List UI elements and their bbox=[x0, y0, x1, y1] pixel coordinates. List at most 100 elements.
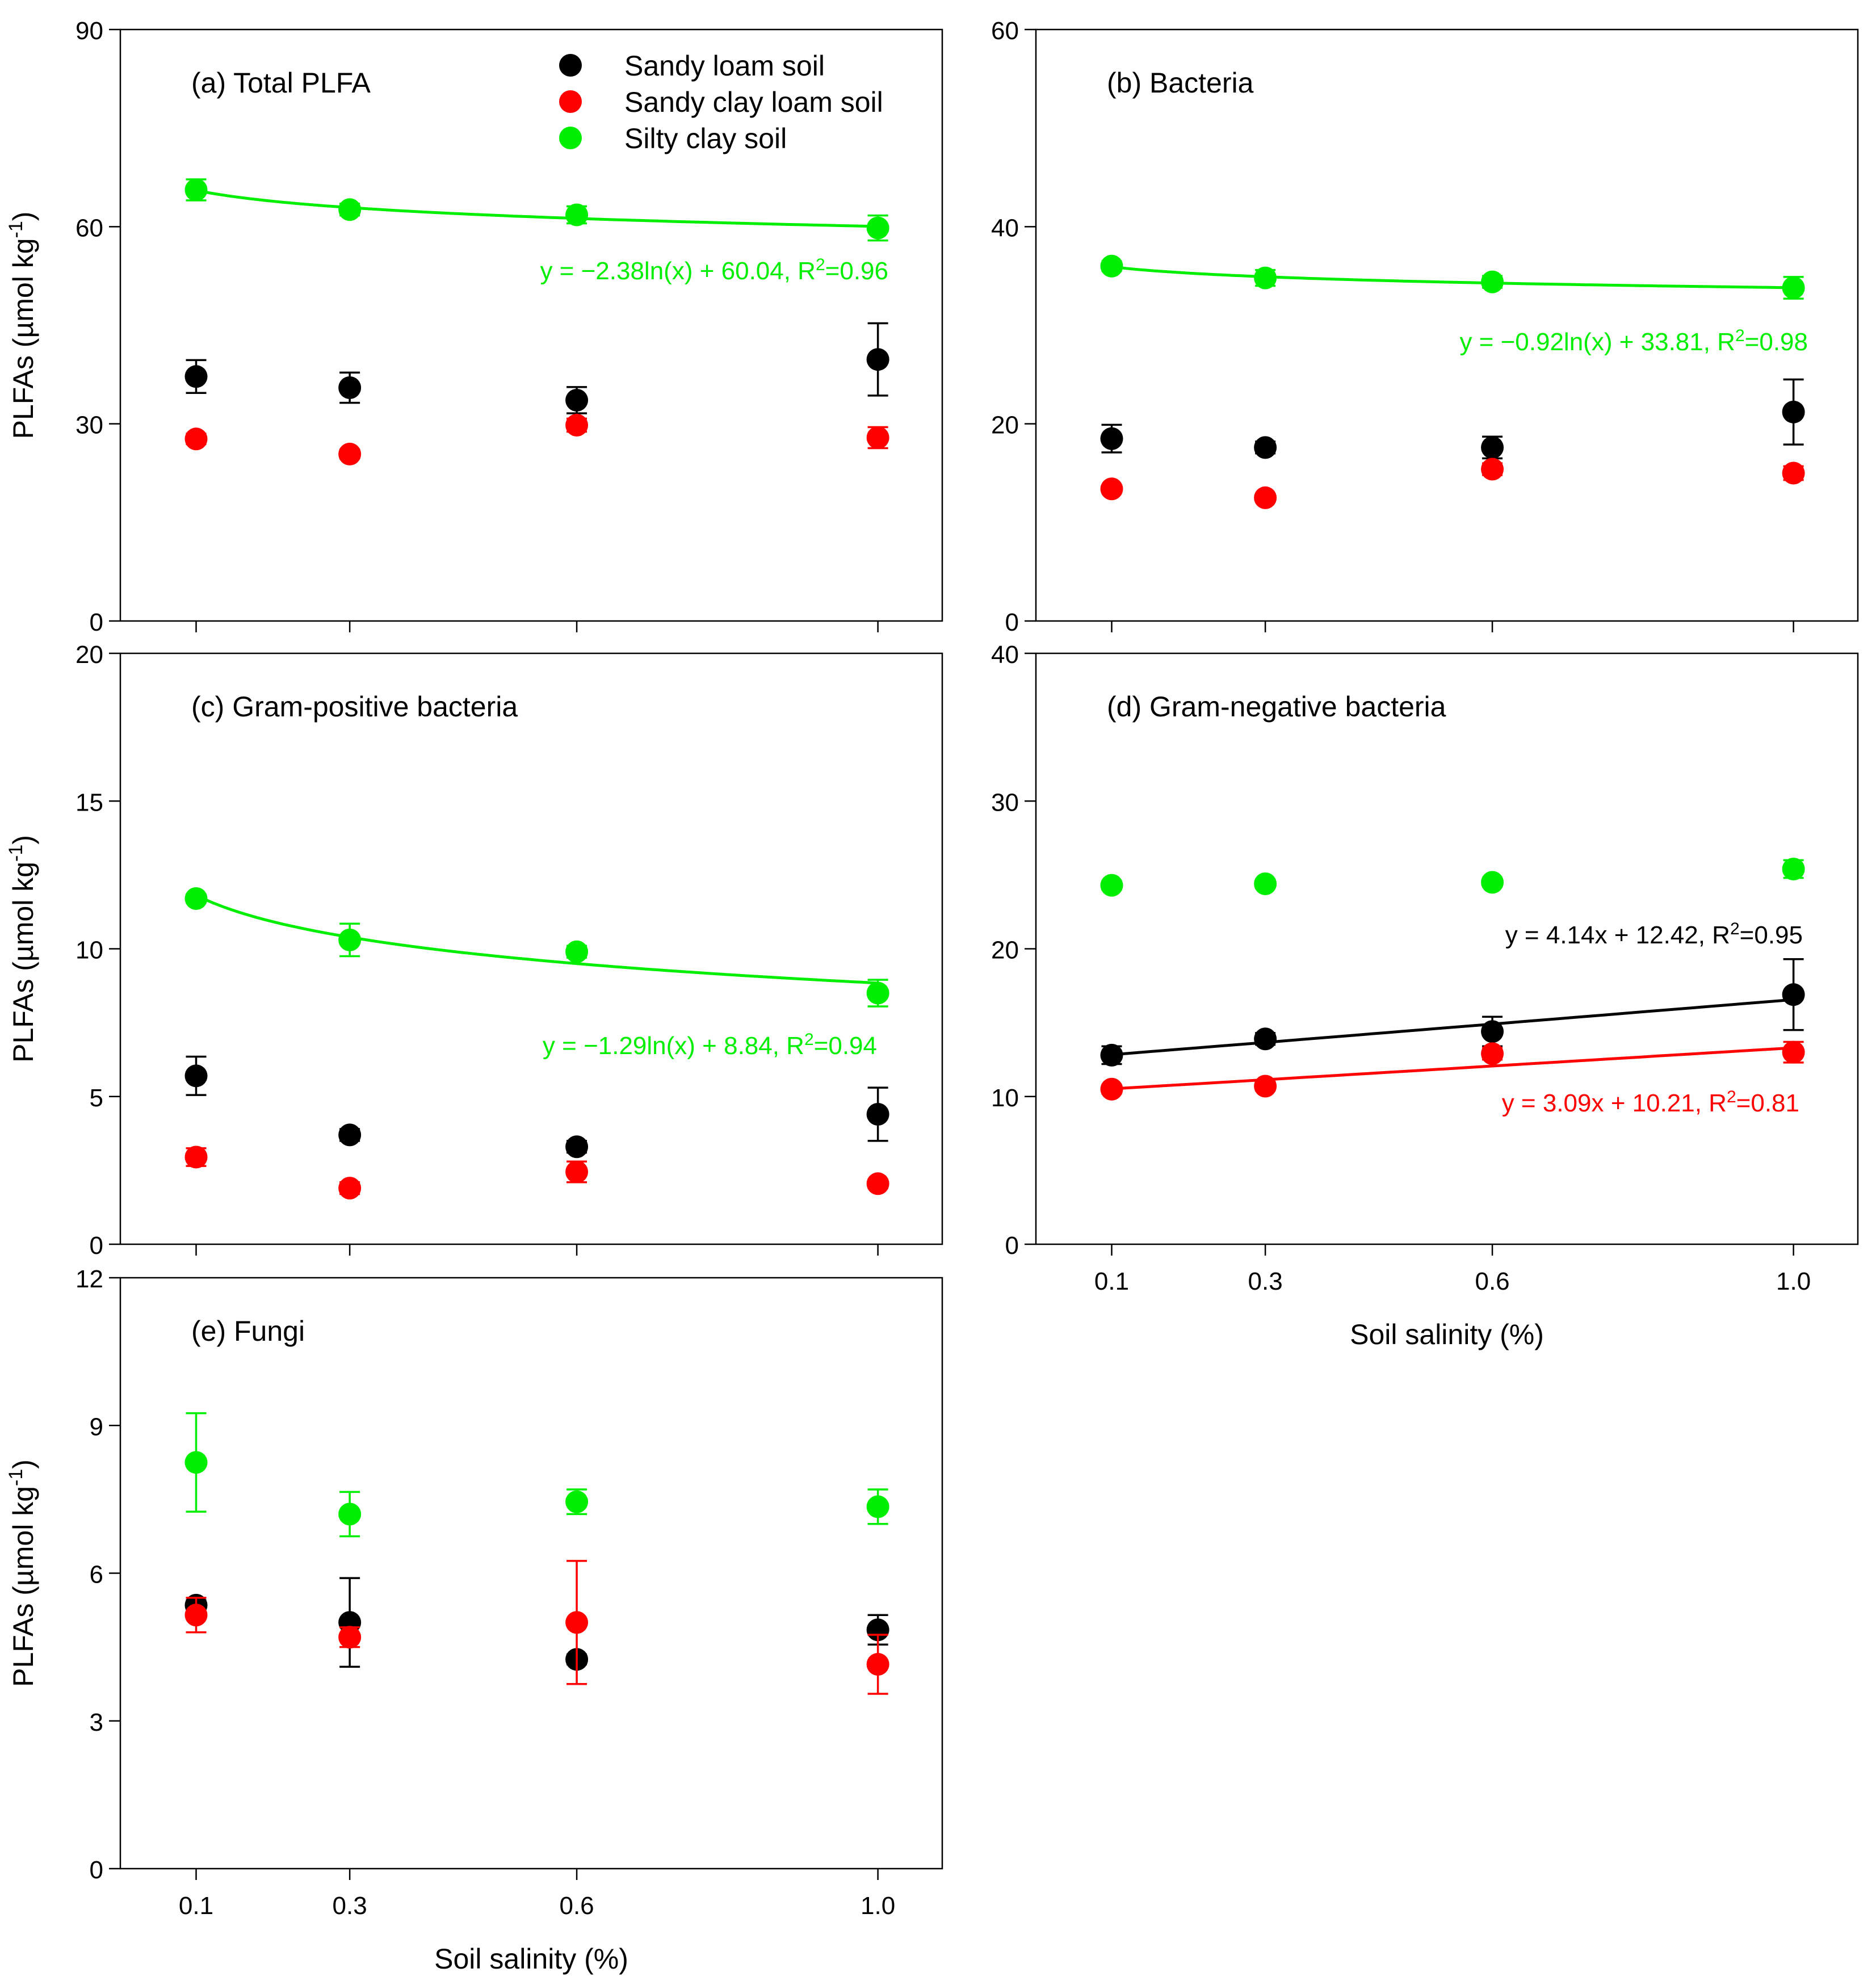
ytick-label-d: 40 bbox=[991, 641, 1019, 669]
data-point-d-0 bbox=[1782, 983, 1805, 1006]
data-point-a-1 bbox=[338, 442, 362, 465]
x-axis-label-e: Soil salinity (%) bbox=[434, 1943, 628, 1975]
data-point-c-0 bbox=[338, 1123, 362, 1147]
data-point-b-2 bbox=[1254, 266, 1277, 289]
data-point-c-1 bbox=[338, 1177, 362, 1200]
legend-marker bbox=[559, 127, 582, 149]
data-point-d-0 bbox=[1254, 1027, 1277, 1051]
data-point-e-1 bbox=[565, 1611, 589, 1634]
fit-equation-d-1: y = 3.09x + 10.21, R2=0.81 bbox=[1502, 1088, 1799, 1118]
ytick-label-b: 60 bbox=[991, 17, 1019, 45]
data-point-d-0 bbox=[1100, 1043, 1123, 1067]
legend-label: Sandy clay loam soil bbox=[624, 86, 883, 118]
data-point-e-2 bbox=[338, 1503, 362, 1526]
ytick-label-d: 10 bbox=[991, 1084, 1019, 1112]
data-point-d-2 bbox=[1782, 857, 1805, 880]
legend-label: Silty clay soil bbox=[624, 123, 787, 154]
panel-d: 0 10 20 30 40 0.1 0.3 0.6 1.0 Soil salinity (%) (d… bbox=[991, 641, 1859, 1350]
plot-frame-b bbox=[1035, 28, 1859, 622]
fit-equation-d-0: y = 4.14x + 12.42, R2=0.95 bbox=[1505, 920, 1803, 950]
data-point-c-2 bbox=[338, 928, 362, 951]
xtick-label-e: 0.6 bbox=[559, 1892, 594, 1920]
panel-a: 0 30 60 90 PLFAs (µmol kg-1) (a) Total PLFA y … bbox=[5, 17, 943, 636]
data-point-d-1 bbox=[1254, 1075, 1277, 1098]
data-point-b-0 bbox=[1254, 436, 1277, 459]
ytick-label-e: 0 bbox=[90, 1856, 103, 1884]
fit-line-d-1 bbox=[1111, 1046, 1794, 1090]
data-point-b-0 bbox=[1782, 400, 1805, 423]
fit-line-a-0 bbox=[196, 188, 878, 228]
data-point-b-1 bbox=[1782, 461, 1805, 485]
data-point-d-2 bbox=[1481, 871, 1504, 894]
data-point-a-0 bbox=[565, 388, 589, 412]
data-point-c-2 bbox=[184, 887, 208, 910]
ytick-label-b: 0 bbox=[1005, 608, 1019, 636]
data-point-a-1 bbox=[565, 413, 589, 437]
fit-equation-a-0: y = −2.38ln(x) + 60.04, R2=0.96 bbox=[540, 255, 888, 286]
xtick-label-d: 1.0 bbox=[1776, 1268, 1811, 1295]
data-point-e-1 bbox=[866, 1652, 889, 1676]
ytick-label-e: 9 bbox=[90, 1413, 103, 1441]
panel-title-b: (b) Bacteria bbox=[1107, 67, 1254, 99]
ytick-label-a: 60 bbox=[75, 214, 103, 242]
data-point-d-0 bbox=[1481, 1020, 1504, 1043]
ytick-label-e: 3 bbox=[90, 1709, 103, 1736]
panel-title-a: (a) Total PLFA bbox=[191, 67, 371, 99]
data-point-a-2 bbox=[338, 198, 362, 221]
data-point-c-1 bbox=[866, 1172, 889, 1195]
legend-marker bbox=[559, 54, 582, 77]
data-point-b-1 bbox=[1254, 486, 1277, 509]
ytick-label-d: 0 bbox=[1005, 1232, 1019, 1260]
panel-e: 0 3 6 9 12 0.1 0.3 0.6 1.0 Soil salinity (%) PLFAs… bbox=[5, 1265, 943, 1975]
data-point-a-0 bbox=[866, 348, 889, 371]
data-point-e-2 bbox=[565, 1490, 589, 1513]
data-point-a-2 bbox=[184, 178, 208, 202]
data-point-c-1 bbox=[184, 1145, 208, 1169]
data-point-a-2 bbox=[866, 216, 889, 240]
ytick-label-b: 20 bbox=[991, 412, 1019, 439]
panel-title-c: (c) Gram-positive bacteria bbox=[191, 691, 518, 723]
xtick-label-d: 0.6 bbox=[1475, 1268, 1509, 1295]
data-point-d-1 bbox=[1481, 1042, 1504, 1065]
data-point-b-1 bbox=[1481, 458, 1504, 481]
y-axis-label-c: PLFAs (µmol kg-1) bbox=[5, 835, 39, 1063]
ytick-label-a: 30 bbox=[75, 412, 103, 439]
panel-title-d: (d) Gram-negative bacteria bbox=[1107, 691, 1446, 723]
ytick-label-d: 30 bbox=[991, 788, 1019, 816]
xtick-label-e: 0.3 bbox=[333, 1892, 367, 1920]
data-point-e-2 bbox=[866, 1495, 889, 1518]
data-point-b-1 bbox=[1100, 477, 1123, 501]
x-axis-label-d: Soil salinity (%) bbox=[1350, 1319, 1544, 1350]
legend-marker bbox=[559, 90, 582, 113]
plot-frame-d bbox=[1035, 652, 1859, 1245]
legend: Sandy loam soil Sandy clay loam soil Silty… bbox=[559, 50, 883, 154]
data-point-e-1 bbox=[184, 1604, 208, 1627]
ytick-label-c: 15 bbox=[75, 788, 103, 816]
panel-c: 0 5 10 15 20 PLFAs (µmol kg-1) (c) Gram-positi… bbox=[5, 641, 943, 1260]
ytick-label-e: 12 bbox=[75, 1265, 103, 1293]
plot-frame-a bbox=[119, 28, 943, 622]
ytick-label-b: 40 bbox=[991, 214, 1019, 242]
xtick-label-e: 0.1 bbox=[179, 1892, 213, 1920]
data-point-a-0 bbox=[338, 376, 362, 399]
data-point-b-0 bbox=[1481, 436, 1504, 459]
ytick-label-c: 0 bbox=[90, 1232, 103, 1260]
xtick-label-e: 1.0 bbox=[861, 1892, 895, 1920]
ytick-label-a: 90 bbox=[75, 17, 103, 45]
data-point-c-0 bbox=[184, 1064, 208, 1088]
data-point-a-2 bbox=[565, 203, 589, 226]
data-point-d-1 bbox=[1100, 1077, 1123, 1101]
fit-line-c-0 bbox=[195, 894, 878, 985]
ytick-label-c: 20 bbox=[75, 641, 103, 669]
ytick-label-c: 10 bbox=[75, 937, 103, 964]
panel-b: 0 20 40 60 (b) Bacteria y = −0.92ln(x) + 33.8… bbox=[991, 17, 1859, 636]
y-axis-label-a: PLFAs (µmol kg-1) bbox=[5, 212, 39, 439]
ytick-label-c: 5 bbox=[90, 1084, 103, 1112]
data-point-e-2 bbox=[184, 1451, 208, 1474]
data-point-a-1 bbox=[866, 426, 889, 449]
data-point-c-2 bbox=[866, 981, 889, 1005]
fit-line-d-0 bbox=[1111, 998, 1794, 1056]
xtick-label-d: 0.1 bbox=[1094, 1268, 1129, 1295]
